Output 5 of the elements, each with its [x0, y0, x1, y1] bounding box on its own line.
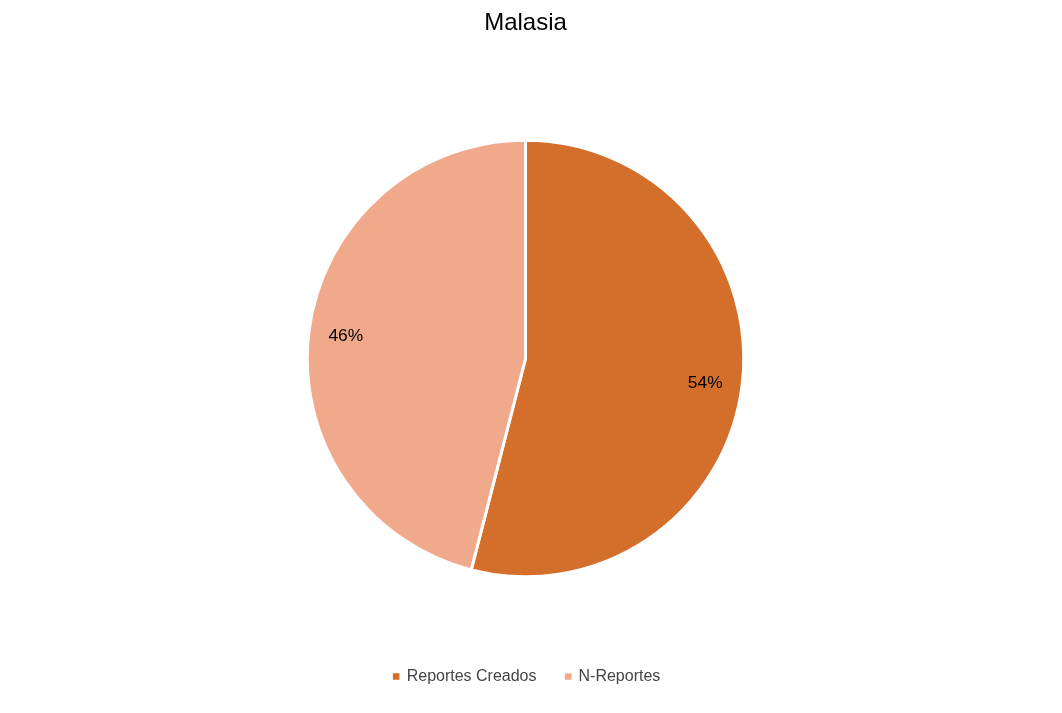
legend-label: Reportes Creados [406, 667, 537, 685]
data-label: 46% [328, 325, 364, 346]
data-label: 54% [687, 371, 723, 392]
legend-label: N-Reportes [578, 667, 661, 685]
chart-title: Malasia [484, 7, 568, 35]
